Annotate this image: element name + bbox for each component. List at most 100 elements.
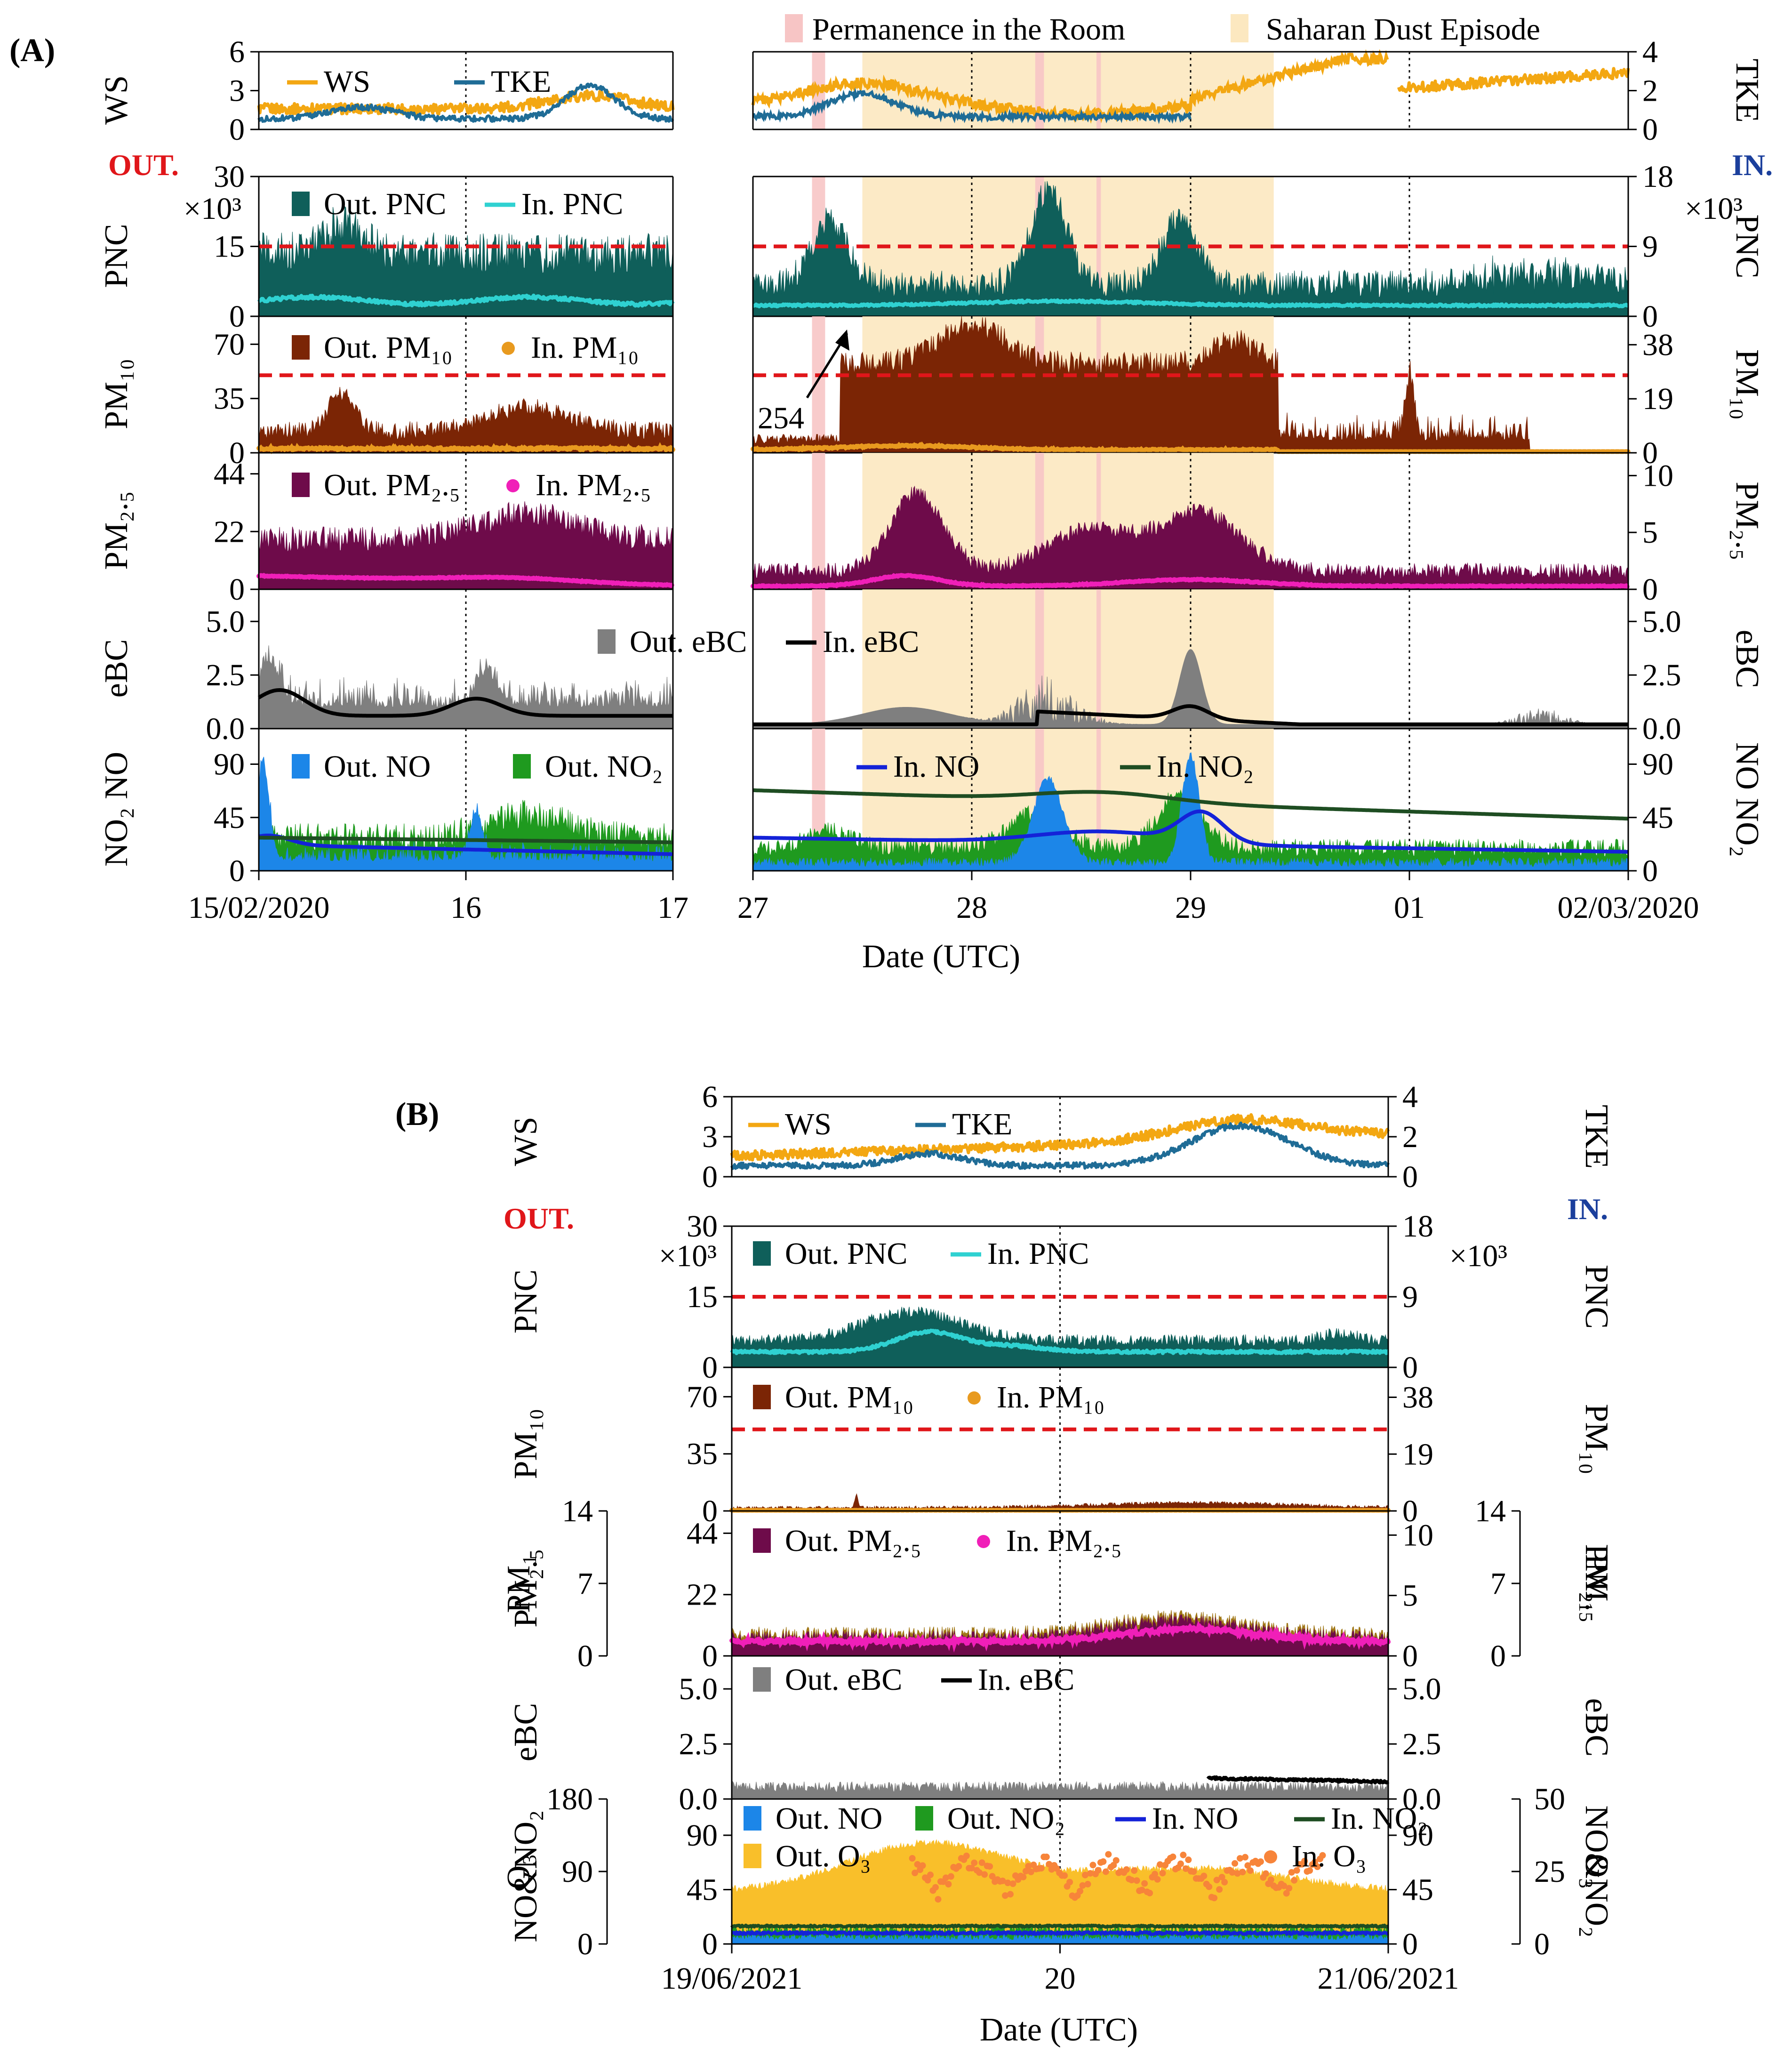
series-dots xyxy=(751,573,1631,590)
in-o3-dot xyxy=(1182,1865,1189,1872)
in-o3-dot xyxy=(1262,1870,1269,1877)
legend-label: Out. PNC xyxy=(785,1237,907,1271)
in-o3-dot xyxy=(1100,1858,1107,1865)
y-axis-label-left: eBC xyxy=(508,1703,544,1761)
in-o3-dot xyxy=(1267,1876,1274,1883)
panel-a-ws: 0 3 6 0 2 4 WS TKE xyxy=(98,35,1765,147)
series-area xyxy=(258,206,673,317)
legend-swatch xyxy=(513,754,531,779)
y-tick-label-left: 0 xyxy=(229,572,245,607)
series-line xyxy=(1397,67,1630,94)
in-o3-dot xyxy=(1314,1863,1321,1871)
legend-label: Out. PM₂.₅ xyxy=(785,1524,921,1558)
legend-b-o3: Out. O₃ In. O₃ xyxy=(744,1839,1367,1873)
in-o3-dot xyxy=(1206,1883,1213,1890)
legend-a-pm25: Out. PM₂.₅ In. PM₂.₅ xyxy=(292,468,651,502)
in-o3-dot xyxy=(935,1896,942,1903)
series-line xyxy=(730,1113,1390,1162)
y-axis-label-right: NO&NO₂ xyxy=(1578,1805,1615,1937)
y-axis-label-left: NO&NO₂ xyxy=(508,1810,544,1942)
extra-axis-label-left: O₃ xyxy=(501,1854,537,1889)
in-o3-dot xyxy=(1002,1892,1009,1899)
y-tick-label-left: 0 xyxy=(702,1160,718,1194)
y-tick-label-left: 3 xyxy=(229,74,245,108)
figure-b: (B) OUT. IN. 0 3 6 0 2 4 WS TKE 0 15 30 0 9 18 PNC PNC ×10³… xyxy=(395,1080,1615,2048)
y-tick-label-right: 5 xyxy=(1642,515,1658,550)
y-tick-label-left: 0 xyxy=(229,854,245,888)
in-o3-dot xyxy=(1301,1857,1308,1864)
in-o3-dot xyxy=(1293,1867,1300,1874)
in-o3-dot xyxy=(999,1877,1006,1884)
legend-label: Out. NO₂ xyxy=(545,749,663,784)
y-tick-label-left: 0 xyxy=(702,1350,718,1385)
series-line xyxy=(752,298,1629,309)
y-tick-label-right: 2 xyxy=(1402,1120,1418,1154)
y-tick-label-right: 5 xyxy=(1402,1579,1418,1613)
x-tick-label: 17 xyxy=(657,891,688,925)
y-axis-label-left: WS xyxy=(98,75,135,125)
shading-legend: Permanence in the Room Saharan Dust Episo… xyxy=(785,12,1540,47)
y-axis-label-right: TKE xyxy=(1578,1105,1615,1169)
series-area xyxy=(752,316,1629,453)
in-o3-dot xyxy=(932,1884,939,1891)
shade-span xyxy=(812,589,825,729)
legend-swatch xyxy=(744,1844,761,1868)
y-tick-label-left: 2.5 xyxy=(206,658,245,692)
legend-label: In. PM₁₀ xyxy=(997,1380,1104,1414)
legend-label: WS xyxy=(785,1107,832,1141)
series-dots xyxy=(256,442,675,456)
series-line xyxy=(730,1328,1389,1355)
in-o3-dot xyxy=(1043,1854,1050,1861)
panel-a-pm25: 0 22 44 0 5 10 PM₂.₅ PM₂.₅ xyxy=(98,453,1765,607)
legend-swatch xyxy=(598,629,616,654)
extra-tick-label-left: 180 xyxy=(546,1782,593,1816)
legend-swatch xyxy=(977,1535,990,1548)
extra-axis-label-right: PM₁ xyxy=(1578,1554,1615,1613)
series-area xyxy=(258,386,673,453)
in-o3-dot xyxy=(1087,1870,1094,1877)
y-tick-label-left: 0 xyxy=(702,1639,718,1673)
legend-label: Out. PM₁₀ xyxy=(324,330,452,365)
panel-b-ws: 0 3 6 0 2 4 WS TKE xyxy=(508,1080,1615,1194)
in-o3-dot xyxy=(1020,1873,1027,1880)
y-axis-label-left: PNC xyxy=(508,1269,544,1333)
legend-label: Out. NO₂ xyxy=(947,1801,1065,1836)
extra-tick-label-right: 0 xyxy=(1534,1927,1550,1961)
in-o3-dot xyxy=(1157,1861,1164,1868)
series-line xyxy=(752,788,1629,821)
in-o3-dot xyxy=(942,1874,949,1881)
in-o3-dot xyxy=(1084,1880,1091,1887)
in-o3-dot xyxy=(1180,1851,1187,1858)
y-axis-label-left: PM₁₀ xyxy=(98,359,135,429)
legend-label: In. NO xyxy=(1152,1801,1238,1836)
series-line xyxy=(751,49,1389,124)
in-o3-dot xyxy=(1229,1869,1236,1876)
in-o3-dot xyxy=(1169,1853,1176,1860)
extra-tick-label-left: 7 xyxy=(577,1566,593,1601)
extra-tick-label-right: 7 xyxy=(1490,1566,1506,1601)
y-axis-label-right: eBC xyxy=(1729,630,1765,688)
series-line xyxy=(257,688,674,718)
y-tick-label-left: 90 xyxy=(687,1818,718,1853)
in-o3-dot xyxy=(1218,1873,1225,1880)
indoor-label-b: IN. xyxy=(1567,1192,1608,1226)
y-tick-label-right: 9 xyxy=(1402,1280,1418,1314)
legend-a-pnc: Out. PNC In. PNC xyxy=(292,187,623,221)
y-tick-label-right: 4 xyxy=(1402,1080,1418,1114)
in-o3-dot xyxy=(919,1862,926,1869)
x-tick-label: 29 xyxy=(1175,891,1206,925)
right-exponent: ×10³ xyxy=(1449,1239,1507,1273)
y-axis-label-left: PM₂.₅ xyxy=(508,1549,544,1627)
y-tick-label-left: 5.0 xyxy=(679,1672,718,1706)
in-o3-dot xyxy=(1319,1852,1326,1859)
series-dots xyxy=(751,441,1631,454)
legend-label: Out. NO xyxy=(776,1801,882,1836)
outdoor-label-b: OUT. xyxy=(504,1202,574,1235)
legend-swatch xyxy=(753,1528,771,1553)
y-tick-label-left: 22 xyxy=(687,1578,718,1612)
in-o3-dot xyxy=(1234,1870,1241,1877)
series-area xyxy=(752,485,1629,590)
y-tick-label-right: 4 xyxy=(1642,35,1658,69)
